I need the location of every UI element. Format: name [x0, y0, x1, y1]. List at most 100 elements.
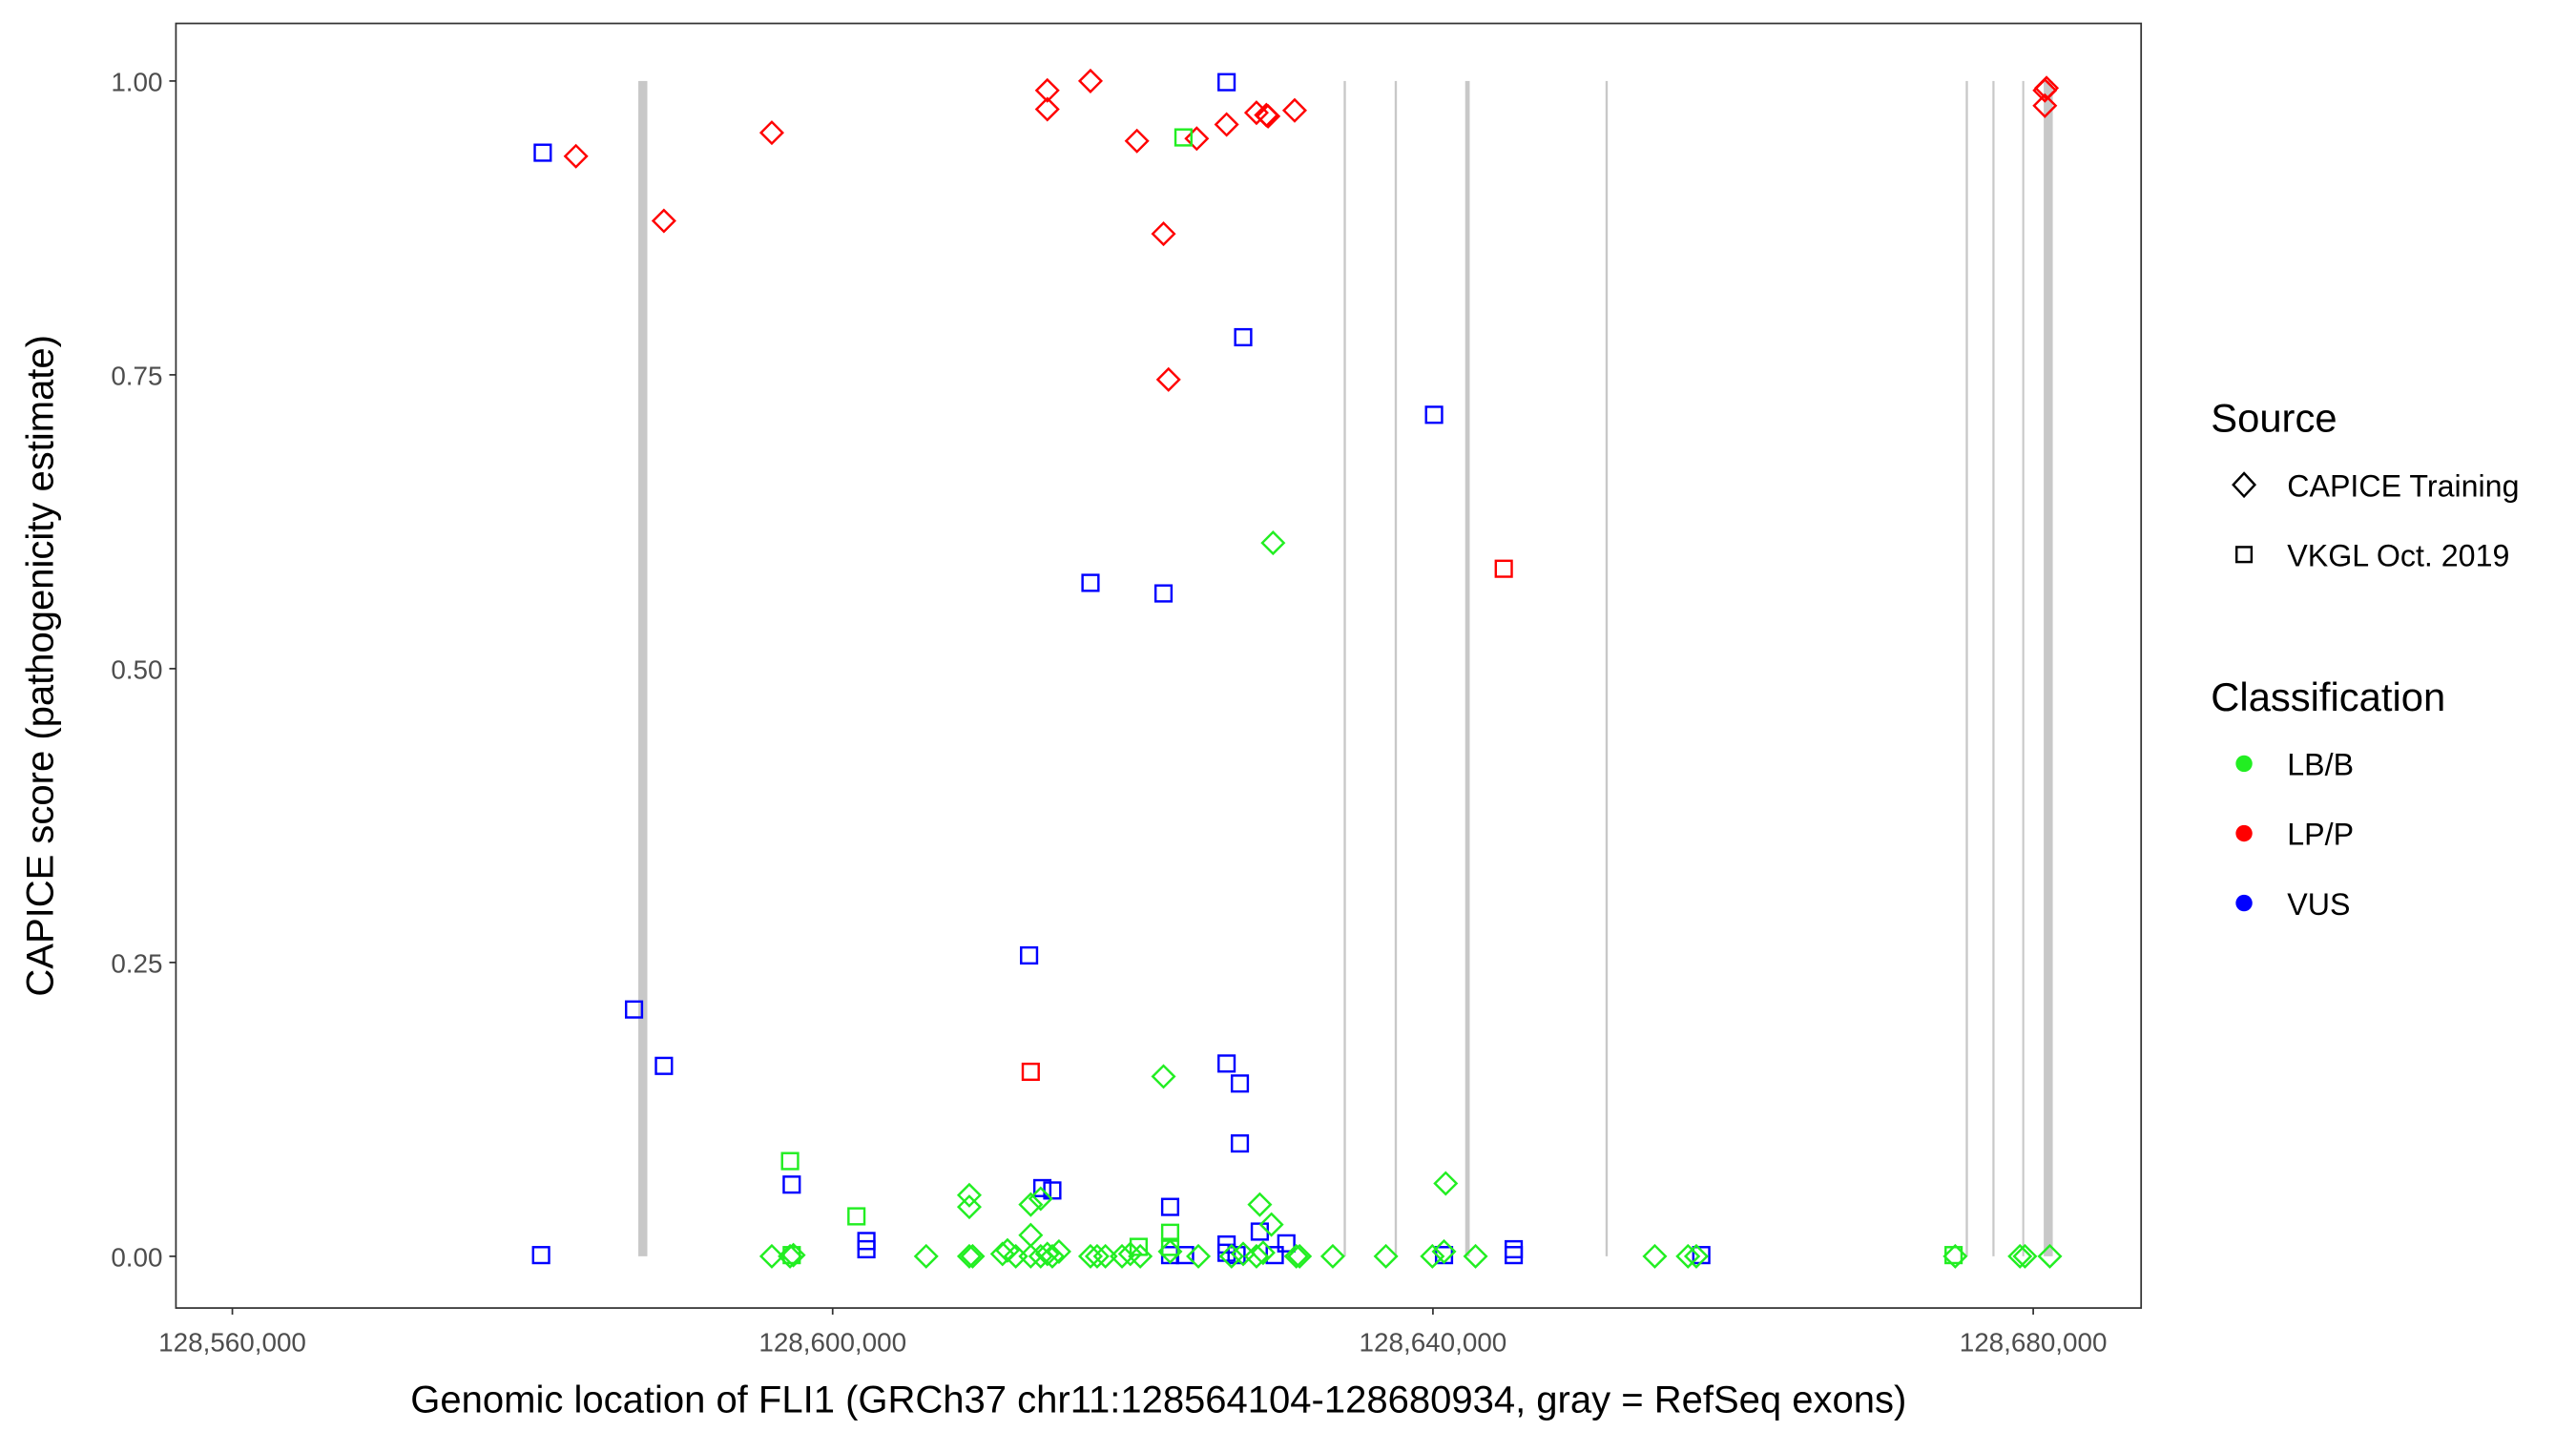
x-tick-label: 128,640,000 [1360, 1327, 1507, 1357]
data-point-square [1234, 327, 1253, 347]
data-point-square [654, 1056, 674, 1075]
data-point-diamond [1218, 1243, 1244, 1269]
data-point-diamond [1463, 1243, 1488, 1269]
legend-lpp-dot-icon [2235, 824, 2253, 842]
plot-border [175, 22, 2143, 1309]
y-tick-label: 0.00 [111, 1242, 162, 1272]
legend-vus-dot-icon [2235, 894, 2253, 912]
legend-class-lbb: LB/B [2287, 748, 2354, 782]
data-point-diamond [1373, 1243, 1399, 1269]
exon-line [1343, 80, 1346, 1256]
data-point-diamond [1034, 96, 1060, 122]
exon-lines [638, 80, 2053, 1256]
y-axis-title: CAPICE score (pathogenicity estimate) [20, 335, 62, 997]
data-point-diamond [1039, 1243, 1065, 1269]
data-point-diamond [2007, 1243, 2033, 1269]
data-point-diamond [1092, 1243, 1118, 1269]
exon-line [1965, 80, 1968, 1256]
x-axis-title: Genomic location of FLI1 (GRCh37 chr11:1… [410, 1379, 1906, 1421]
data-point-square [1217, 73, 1236, 92]
y-tick-label: 0.25 [111, 948, 162, 978]
data-point-diamond [780, 1242, 806, 1268]
legend-classification-title: Classification [2211, 674, 2445, 719]
legend-square-icon [2235, 546, 2254, 564]
data-point-diamond [1683, 1243, 1709, 1269]
data-point-square [1021, 1062, 1040, 1082]
data-points [531, 68, 2063, 1269]
legend-source-title: Source [2211, 396, 2337, 441]
data-point-diamond [1642, 1243, 1668, 1269]
data-point-square [1081, 573, 1100, 592]
data-point-diamond [563, 143, 589, 169]
data-point-diamond [1675, 1243, 1701, 1269]
data-point-diamond [2012, 1243, 2038, 1269]
data-point-diamond [1110, 1243, 1135, 1269]
data-point-diamond [1151, 221, 1176, 247]
data-point-diamond [1258, 1212, 1284, 1237]
data-point-diamond [758, 1243, 784, 1269]
data-point-diamond [1184, 126, 1210, 152]
exon-line [2044, 80, 2053, 1256]
data-point-diamond [1247, 1192, 1273, 1217]
data-point-diamond [1214, 112, 1239, 137]
data-point-diamond [1942, 1243, 1968, 1269]
x-tick-label: 128,600,000 [758, 1327, 906, 1357]
data-point-square [1217, 1054, 1236, 1073]
data-point-diamond [1034, 1241, 1060, 1267]
data-point-square [531, 1246, 551, 1265]
x-tick-label: 128,560,000 [158, 1327, 306, 1357]
legend-class-vus: VUS [2287, 887, 2350, 922]
y-tick-label: 1.00 [111, 67, 162, 96]
legend-source-vkgl: VKGL Oct. 2019 [2287, 538, 2509, 572]
data-point-diamond [1186, 1243, 1212, 1269]
data-point-diamond [2034, 75, 2060, 101]
plot-background [176, 23, 2142, 1309]
data-point-diamond [758, 120, 784, 146]
data-point-diamond [956, 1243, 982, 1269]
data-point-diamond [1250, 1240, 1276, 1266]
data-point-square [847, 1207, 866, 1226]
data-point-square [1160, 1197, 1180, 1216]
data-point-square [1494, 559, 1513, 578]
exon-line [2022, 80, 2025, 1256]
data-point-diamond [1084, 1243, 1110, 1269]
data-point-diamond [1287, 1243, 1313, 1269]
data-point-square [624, 1000, 644, 1019]
data-point-diamond [1281, 97, 1308, 123]
data-point-square [1020, 945, 1039, 965]
data-point-diamond [1124, 128, 1150, 154]
data-point-diamond [1128, 1243, 1153, 1269]
data-point-diamond [913, 1243, 939, 1269]
data-point-diamond [1260, 530, 1286, 556]
exon-line [1605, 80, 1609, 1256]
data-point-diamond [2032, 93, 2058, 118]
legend-lbb-dot-icon [2235, 755, 2253, 773]
exon-line [1465, 80, 1470, 1256]
data-point-diamond [1433, 1171, 1459, 1196]
legend-diamond-icon [2232, 471, 2257, 499]
data-point-diamond [1155, 366, 1181, 392]
data-point-square [1174, 128, 1193, 147]
data-point-square [533, 143, 552, 162]
legend: Source CAPICE Training VKGL Oct. 2019 Cl… [2211, 396, 2519, 922]
data-point-square [780, 1151, 800, 1171]
legend-source-capice: CAPICE Training [2287, 468, 2519, 503]
data-point-diamond [1319, 1243, 1345, 1269]
data-point-square [1153, 584, 1174, 603]
data-point-diamond [1034, 77, 1060, 103]
data-point-diamond [1077, 68, 1104, 93]
data-point-diamond [1283, 1243, 1309, 1269]
data-point-diamond [956, 1194, 982, 1220]
exon-line [638, 80, 648, 1256]
data-point-square [1277, 1234, 1296, 1253]
y-tick-label: 0.75 [111, 361, 162, 390]
data-point-diamond [1243, 1243, 1269, 1269]
data-point-diamond [2037, 1243, 2063, 1269]
data-point-diamond [1046, 1238, 1071, 1264]
exon-line [1394, 80, 1398, 1256]
data-point-diamond [1117, 1241, 1143, 1267]
data-point-square [857, 1239, 876, 1259]
x-tick-label: 128,680,000 [1960, 1327, 2108, 1357]
exon-line [1992, 80, 1995, 1256]
